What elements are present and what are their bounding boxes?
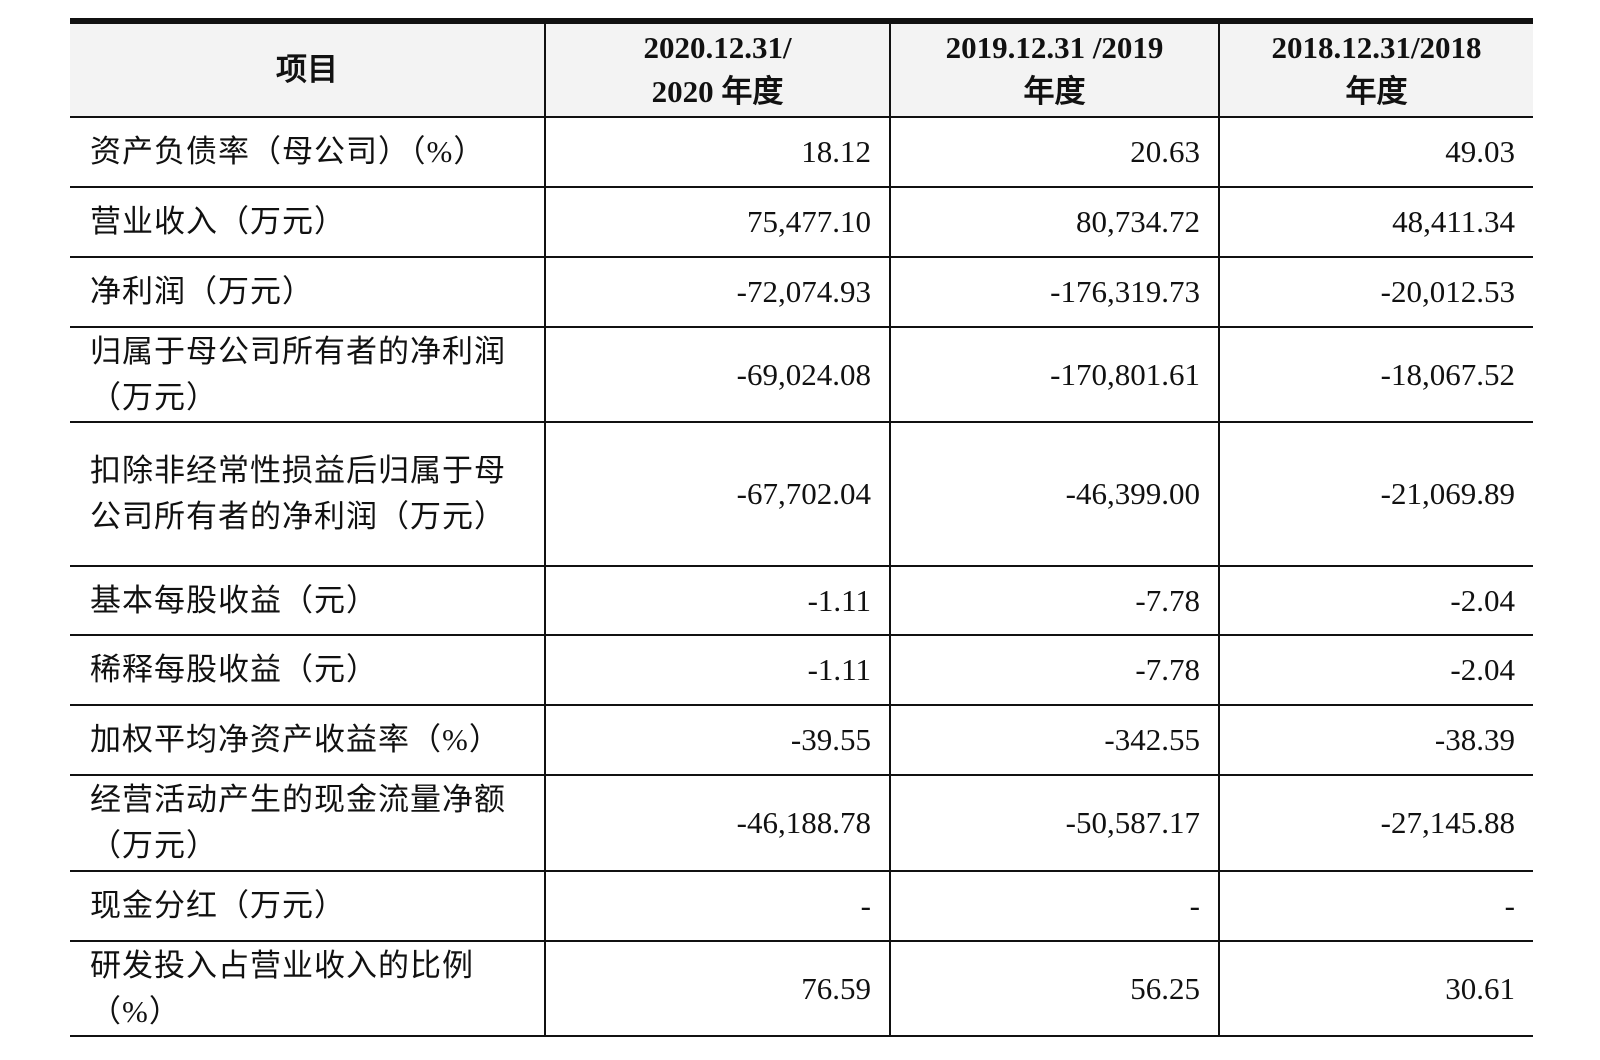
row-label: 资产负债率（母公司）（%） [70,117,546,188]
header-row: 项目 2020.12.31/2020 年度 2019.12.31 /2019 年度 20… [70,21,1533,118]
value-cell: -7.78 [890,566,1220,636]
value-cell: -46,188.78 [545,775,891,872]
table-row: 归属于母公司所有者的净利润（万元） -69,024.08 -170,801.61 -1… [70,327,1533,423]
value-cell: -50,587.17 [890,775,1220,872]
value-cell: -39.55 [545,705,891,776]
value-cell: -27,145.88 [1219,775,1533,872]
table-row: 加权平均净资产收益率（%） -39.55 -342.55 -38.39 [70,705,1533,776]
header-line: 2019.12.31 /2019 [945,30,1164,65]
value-cell: -69,024.08 [545,327,891,423]
value-cell: -38.39 [1219,705,1533,776]
value-cell: -342.55 [890,705,1220,776]
row-label: 稀释每股收益（元） [70,635,546,706]
value-cell: - [545,871,891,942]
financial-table: 项目 2020.12.31/2020 年度 2019.12.31 /2019 年度 20… [70,18,1533,1037]
header-cell: 2018.12.31/2018 年度 [1219,21,1533,118]
header-cell: 2020.12.31/2020 年度 [545,21,891,118]
row-label: 基本每股收益（元） [70,566,546,636]
value-cell: 49.03 [1219,117,1533,188]
value-cell: -67,702.04 [545,422,891,567]
value-cell: -21,069.89 [1219,422,1533,567]
value-cell: -20,012.53 [1219,257,1533,328]
value-cell: 80,734.72 [890,187,1220,258]
header-line: 2018.12.31/2018 [1271,30,1482,65]
row-label: 营业收入（万元） [70,187,546,258]
row-label: 研发投入占营业收入的比例（%） [70,941,546,1037]
table-row: 经营活动产生的现金流量净额（万元） -46,188.78 -50,587.17 -27… [70,775,1533,872]
value-cell: 56.25 [890,941,1220,1037]
value-cell: 18.12 [545,117,891,188]
value-cell: 20.63 [890,117,1220,188]
value-cell: -2.04 [1219,635,1533,706]
header-line: 2020.12.31/ [643,30,792,65]
header-line: 项目 [276,52,338,87]
value-cell: -176,319.73 [890,257,1220,328]
table-row: 现金分红（万元） - - - [70,871,1533,942]
value-cell: - [890,871,1220,942]
value-cell: 76.59 [545,941,891,1037]
row-label: 归属于母公司所有者的净利润（万元） [70,327,546,423]
value-cell: 48,411.34 [1219,187,1533,258]
value-cell: 75,477.10 [545,187,891,258]
row-label: 加权平均净资产收益率（%） [70,705,546,776]
value-cell: -1.11 [545,635,891,706]
value-cell: -72,074.93 [545,257,891,328]
table-row: 基本每股收益（元） -1.11 -7.78 -2.04 [70,566,1533,636]
header-line: 年度 [1023,74,1086,109]
value-cell: -46,399.00 [890,422,1220,567]
table-row: 资产负债率（母公司）（%） 18.12 20.63 49.03 [70,117,1533,188]
row-label: 扣除非经常性损益后归属于母公司所有者的净利润（万元） [70,422,546,567]
table-row: 净利润（万元） -72,074.93 -176,319.73 -20,012.53 [70,257,1533,328]
row-label: 净利润（万元） [70,257,546,328]
value-cell: -18,067.52 [1219,327,1533,423]
table-body: 资产负债率（母公司）（%） 18.12 20.63 49.03 营业收入（万元） 75,4… [70,117,1533,1037]
table-row: 扣除非经常性损益后归属于母公司所有者的净利润（万元） -67,702.04 -46,… [70,422,1533,567]
header-line: 年度 [1345,74,1408,109]
table-row: 营业收入（万元） 75,477.10 80,734.72 48,411.34 [70,187,1533,258]
header-cell: 2019.12.31 /2019 年度 [890,21,1220,118]
value-cell: 30.61 [1219,941,1533,1037]
value-cell: -2.04 [1219,566,1533,636]
value-cell: -7.78 [890,635,1220,706]
value-cell: -1.11 [545,566,891,636]
row-label: 经营活动产生的现金流量净额（万元） [70,775,546,872]
header-line: 2020 年度 [651,74,784,109]
table-row: 研发投入占营业收入的比例（%） 76.59 56.25 30.61 [70,941,1533,1037]
value-cell: - [1219,871,1533,942]
table-row: 稀释每股收益（元） -1.11 -7.78 -2.04 [70,635,1533,706]
value-cell: -170,801.61 [890,327,1220,423]
row-label: 现金分红（万元） [70,871,546,942]
header-cell: 项目 [70,21,546,118]
